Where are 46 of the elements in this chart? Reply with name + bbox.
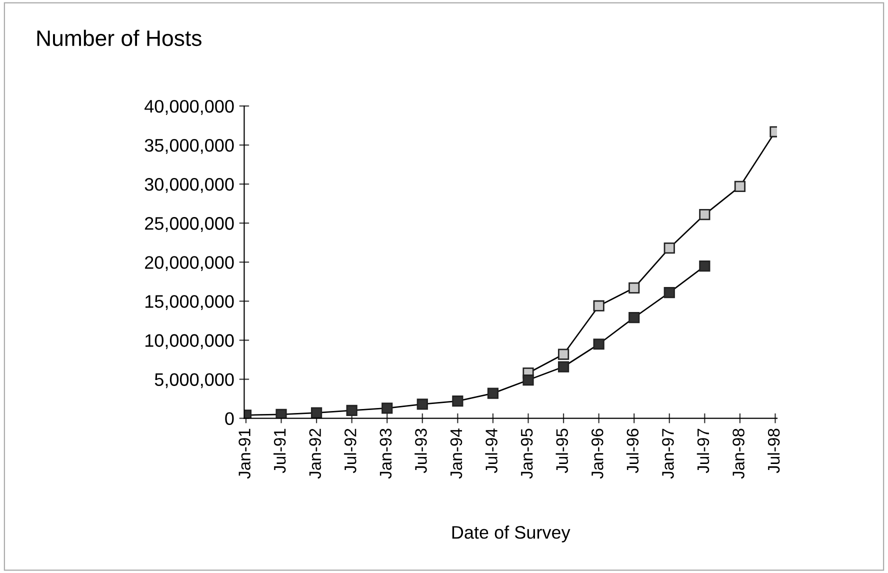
chart-title: Number of Hosts (37, 30, 202, 46)
x-tick-label: Jan-93 (380, 428, 392, 479)
x-tick-label: Jul-92 (344, 428, 356, 474)
x-tick-label: Jan-92 (309, 428, 322, 479)
point (734, 180, 746, 192)
x-tick-label: Jan-91 (238, 428, 250, 479)
y-tick-label: 5,000,000 (154, 373, 234, 388)
x-tick-label: Jul-91 (273, 428, 286, 474)
point (664, 287, 675, 298)
x-tick-label: Jul-93 (414, 428, 427, 474)
point (382, 402, 393, 414)
point (593, 300, 604, 312)
point (346, 404, 358, 416)
point (487, 388, 499, 399)
y-tick-label: 40,000,000 (144, 100, 234, 115)
x-tick-label: Jul-94 (485, 428, 498, 474)
point (416, 398, 428, 410)
x-axis-title: Date of Survey (452, 526, 570, 542)
y-tick-label: 25,000,000 (145, 217, 234, 232)
y-tick-label: 30,000,000 (144, 178, 234, 193)
y-tick-label: 10,000,000 (146, 334, 234, 350)
point (558, 348, 570, 360)
x-tick-label: Jul-95 (556, 428, 568, 474)
point (664, 242, 675, 254)
point (558, 361, 570, 372)
x-tick-label: Jan-96 (591, 428, 604, 479)
point (628, 312, 640, 324)
y-tick-label: 35,000,000 (144, 138, 234, 154)
point (699, 208, 710, 220)
x-tick-label: Jul-98 (767, 428, 780, 474)
x-tick-label: Jan-98 (732, 428, 744, 479)
point (628, 282, 640, 294)
x-tick-label: Jan-95 (520, 428, 533, 479)
point (310, 407, 322, 418)
y-tick-label: 20,000,000 (145, 256, 234, 271)
point (593, 338, 604, 350)
point (522, 374, 534, 386)
x-tick-label: Jan-97 (662, 428, 674, 479)
y-tick-label: 0 (225, 412, 234, 426)
point (452, 396, 464, 407)
y-tick-label: 15,000,000 (146, 295, 234, 310)
point (276, 408, 287, 418)
point (699, 260, 710, 272)
x-tick-label: Jan-94 (450, 428, 462, 479)
x-tick-label: Jul-97 (696, 428, 710, 474)
x-tick-label: Jul-96 (626, 428, 639, 474)
